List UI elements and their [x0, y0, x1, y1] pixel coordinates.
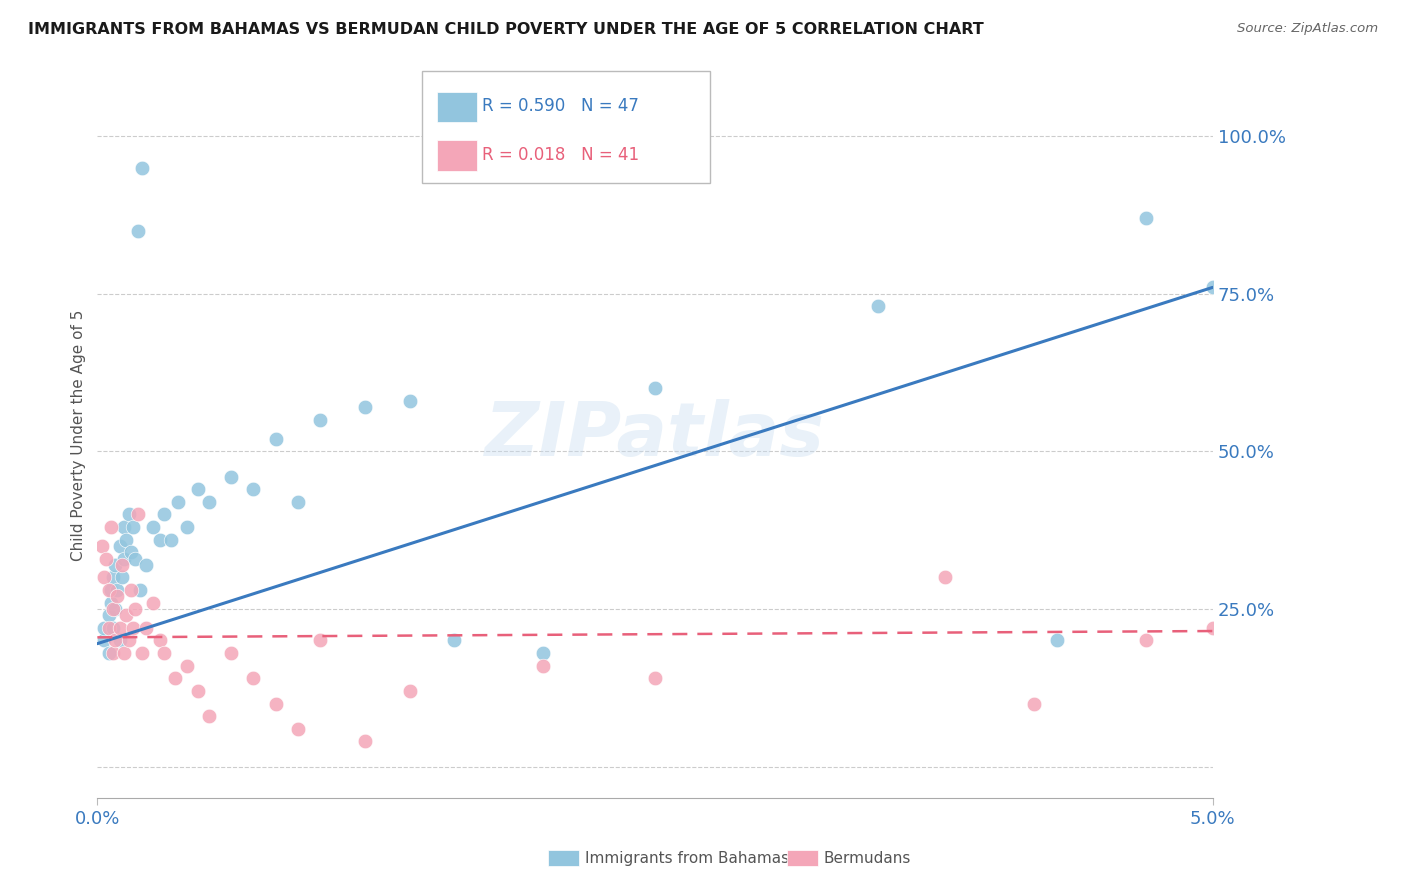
Point	[97, 621, 120, 635]
Point	[187, 482, 209, 496]
Point	[101, 570, 124, 584]
Point	[149, 633, 172, 648]
Point	[135, 621, 157, 635]
Point	[107, 582, 129, 597]
Point	[1135, 211, 1157, 225]
Point	[122, 520, 145, 534]
Point	[135, 558, 157, 572]
Text: R = 0.018   N = 41: R = 0.018 N = 41	[482, 145, 640, 163]
Point	[176, 658, 198, 673]
Point	[97, 646, 120, 660]
Point	[127, 224, 149, 238]
Point	[1024, 697, 1046, 711]
Point	[104, 558, 127, 572]
Text: IMMIGRANTS FROM BAHAMAS VS BERMUDAN CHILD POVERTY UNDER THE AGE OF 5 CORRELATION: IMMIGRANTS FROM BAHAMAS VS BERMUDAN CHIL…	[28, 22, 984, 37]
Point	[101, 621, 124, 635]
Point	[112, 551, 135, 566]
Point	[104, 633, 127, 648]
Point	[117, 633, 139, 648]
Point	[354, 400, 377, 414]
Point	[533, 658, 555, 673]
Point	[242, 671, 264, 685]
Point	[112, 520, 135, 534]
Point	[1135, 633, 1157, 648]
Point	[176, 520, 198, 534]
Point	[93, 633, 115, 648]
Point	[287, 722, 309, 736]
Point	[122, 621, 145, 635]
Point	[142, 520, 165, 534]
Point	[104, 602, 127, 616]
Point	[93, 570, 115, 584]
Point	[644, 381, 666, 395]
Y-axis label: Child Poverty Under the Age of 5: Child Poverty Under the Age of 5	[72, 310, 86, 561]
Point	[398, 393, 420, 408]
Point	[309, 633, 332, 648]
Point	[111, 570, 134, 584]
Text: Bermudans: Bermudans	[824, 851, 911, 865]
Point	[242, 482, 264, 496]
Point	[533, 646, 555, 660]
Point	[108, 633, 131, 648]
Point	[124, 602, 146, 616]
Point	[309, 413, 332, 427]
Point	[117, 508, 139, 522]
Point	[1202, 280, 1225, 294]
Point	[90, 539, 112, 553]
Point	[166, 495, 188, 509]
Point	[108, 621, 131, 635]
Point	[108, 539, 131, 553]
Point	[100, 520, 122, 534]
Point	[398, 684, 420, 698]
Point	[198, 495, 221, 509]
Point	[112, 646, 135, 660]
Point	[107, 590, 129, 604]
Point	[219, 646, 242, 660]
Point	[131, 646, 153, 660]
Point	[187, 684, 209, 698]
Point	[101, 646, 124, 660]
Point	[153, 646, 176, 660]
Point	[1202, 621, 1225, 635]
Point	[219, 469, 242, 483]
Point	[111, 558, 134, 572]
Point	[1045, 633, 1067, 648]
Point	[131, 161, 153, 175]
Point	[124, 551, 146, 566]
Text: Immigrants from Bahamas: Immigrants from Bahamas	[585, 851, 789, 865]
Point	[93, 621, 115, 635]
Point	[934, 570, 956, 584]
Point	[165, 671, 187, 685]
Point	[120, 545, 142, 559]
Text: R = 0.590   N = 47: R = 0.590 N = 47	[482, 97, 640, 115]
Point	[153, 508, 176, 522]
Text: Source: ZipAtlas.com: Source: ZipAtlas.com	[1237, 22, 1378, 36]
Point	[127, 508, 149, 522]
Point	[354, 734, 377, 748]
Point	[264, 697, 287, 711]
Point	[101, 602, 124, 616]
Point	[264, 432, 287, 446]
Point	[115, 608, 138, 623]
Point	[100, 582, 122, 597]
Point	[142, 596, 165, 610]
Point	[97, 582, 120, 597]
Point	[287, 495, 309, 509]
Point	[160, 533, 183, 547]
Point	[443, 633, 465, 648]
Point	[115, 533, 138, 547]
Point	[128, 582, 150, 597]
Point	[120, 582, 142, 597]
Text: ZIPatlas: ZIPatlas	[485, 399, 825, 472]
Point	[97, 608, 120, 623]
Point	[644, 671, 666, 685]
Point	[100, 596, 122, 610]
Point	[96, 551, 118, 566]
Point	[149, 533, 172, 547]
Point	[868, 299, 890, 313]
Point	[198, 709, 221, 723]
